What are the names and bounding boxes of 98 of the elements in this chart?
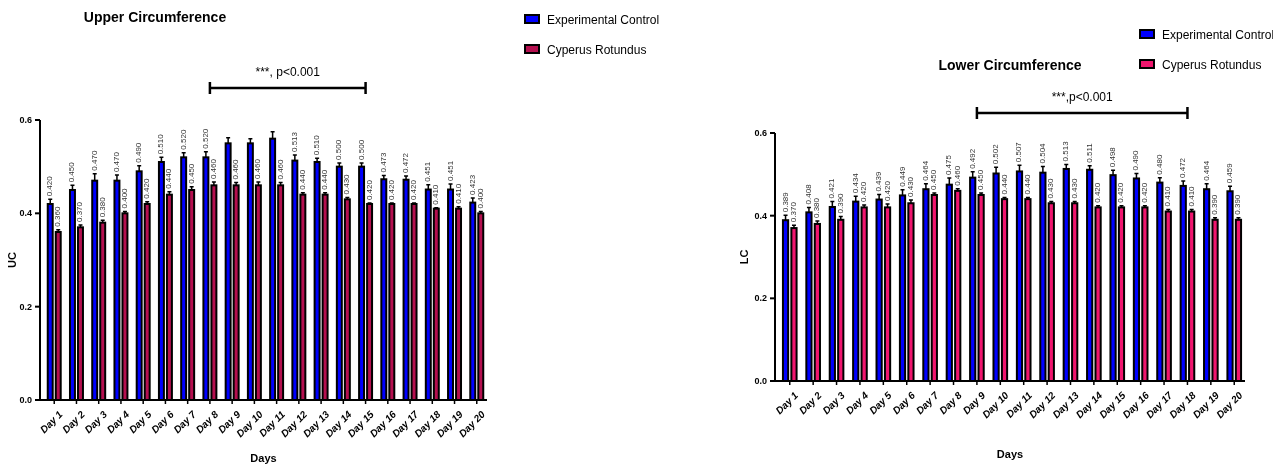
y-tick-label: 0.2 <box>754 293 767 304</box>
data-label: 0.464 <box>1201 160 1211 181</box>
data-label: 0.380 <box>97 196 107 218</box>
data-label: 0.440 <box>1022 173 1032 195</box>
y-tick-label: 0.2 <box>19 301 32 312</box>
data-label: 0.420 <box>882 180 892 202</box>
text: ***, p<0.001 <box>255 65 321 79</box>
legend-label: Experimental Control <box>547 13 660 28</box>
data-label: 0.472 <box>1178 157 1188 178</box>
data-label: 0.498 <box>1108 146 1118 168</box>
data-label: 0.380 <box>812 197 822 219</box>
data-label: 0.450 <box>929 169 939 190</box>
data-label: 0.360 <box>53 206 63 227</box>
y-tick-label: 0.0 <box>754 376 767 387</box>
data-label: 0.470 <box>111 151 121 173</box>
data-label: 0.420 <box>386 179 396 201</box>
data-label: 0.370 <box>788 201 798 223</box>
data-label: 0.513 <box>1061 140 1071 162</box>
data-label: 0.400 <box>119 187 129 209</box>
data-label: 0.460 <box>208 158 218 180</box>
data-label: 0.439 <box>874 171 884 192</box>
data-label: 0.520 <box>200 128 210 149</box>
data-label: 0.502 <box>991 143 1001 165</box>
data-label: 0.520 <box>178 129 188 150</box>
data-label: 0.430 <box>1069 178 1079 199</box>
data-label: 0.451 <box>423 161 433 182</box>
data-label: 0.460 <box>231 158 241 180</box>
data-label: 0.500 <box>334 139 344 160</box>
legend-label: Experimental Control <box>1162 28 1273 43</box>
legend-label: Cyperus Rotundus <box>547 43 647 58</box>
data-label: 0.451 <box>445 160 455 181</box>
data-label: 0.370 <box>75 201 85 222</box>
data-label: 0.510 <box>156 133 166 155</box>
data-label: 0.390 <box>1233 194 1243 215</box>
data-label: 0.510 <box>312 134 322 156</box>
data-label: 0.410 <box>1186 185 1196 207</box>
data-label: 0.430 <box>342 173 352 195</box>
legend-label: Cyperus Rotundus <box>1162 58 1262 73</box>
y-axis-title: LC <box>737 249 750 265</box>
data-label: 0.420 <box>859 181 869 202</box>
data-label: 0.490 <box>134 142 144 163</box>
data-label: 0.440 <box>320 169 330 190</box>
data-label: 0.450 <box>976 169 986 190</box>
data-label: 0.390 <box>1210 194 1220 215</box>
data-label: 0.450 <box>67 161 77 183</box>
data-label: 0.473 <box>378 151 388 173</box>
data-label: 0.420 <box>409 179 419 201</box>
data-label: 0.420 <box>45 175 55 197</box>
data-label: 0.472 <box>401 152 411 173</box>
data-label: 0.507 <box>1014 141 1024 163</box>
y-tick-label: 0.0 <box>19 395 32 406</box>
y-tick-label: 0.6 <box>19 115 32 126</box>
data-label: 0.440 <box>999 173 1009 195</box>
x-axis-title: Days <box>996 448 1024 460</box>
data-label: 0.500 <box>356 139 366 160</box>
data-label: 0.410 <box>1163 185 1173 207</box>
data-label: 0.459 <box>1225 162 1235 184</box>
data-label: 0.420 <box>1093 182 1103 203</box>
y-tick-label: 0.4 <box>19 208 32 219</box>
x-tick-label: Day 4 <box>843 389 871 417</box>
data-label: 0.504 <box>1037 142 1047 164</box>
data-label: 0.449 <box>897 166 907 187</box>
data-label: 0.450 <box>186 163 196 184</box>
data-label: 0.389 <box>780 191 790 213</box>
data-label: 0.513 <box>289 131 299 152</box>
y-axis-title: UC <box>5 252 18 268</box>
data-label: 0.420 <box>364 179 374 201</box>
data-label: 0.480 <box>1154 154 1164 175</box>
y-tick-label: 0.4 <box>754 210 767 221</box>
data-label: 0.464 <box>920 160 930 181</box>
data-label: 0.423 <box>467 174 477 195</box>
data-label: 0.430 <box>1046 178 1056 199</box>
data-label: 0.475 <box>944 154 954 176</box>
data-label: 0.408 <box>803 183 813 205</box>
data-label: 0.410 <box>453 183 463 204</box>
data-label: 0.492 <box>967 148 977 169</box>
chart-title: Upper Circumference <box>83 9 227 25</box>
data-label: 0.490 <box>1131 149 1141 171</box>
text: ***,p<0.001 <box>1051 90 1114 104</box>
y-tick-label: 0.6 <box>754 128 767 139</box>
data-label: 0.420 <box>1116 182 1126 203</box>
data-label: 0.434 <box>850 172 860 194</box>
data-label: 0.440 <box>164 168 174 189</box>
data-label: 0.420 <box>142 178 152 199</box>
data-label: 0.420 <box>1139 182 1149 203</box>
data-label: 0.390 <box>835 192 845 214</box>
data-label: 0.511 <box>1084 142 1094 163</box>
data-label: 0.460 <box>275 158 285 180</box>
data-label: 0.430 <box>905 176 915 197</box>
data-label: 0.460 <box>952 165 962 186</box>
data-label: 0.440 <box>297 169 307 190</box>
chart-title: Lower Circumference <box>938 57 1082 73</box>
data-label: 0.470 <box>89 150 99 171</box>
data-label: 0.410 <box>431 184 441 205</box>
data-label: 0.460 <box>253 158 263 180</box>
data-label: 0.421 <box>827 178 837 199</box>
x-axis-title: Days <box>250 452 277 464</box>
data-label: 0.400 <box>475 187 485 209</box>
